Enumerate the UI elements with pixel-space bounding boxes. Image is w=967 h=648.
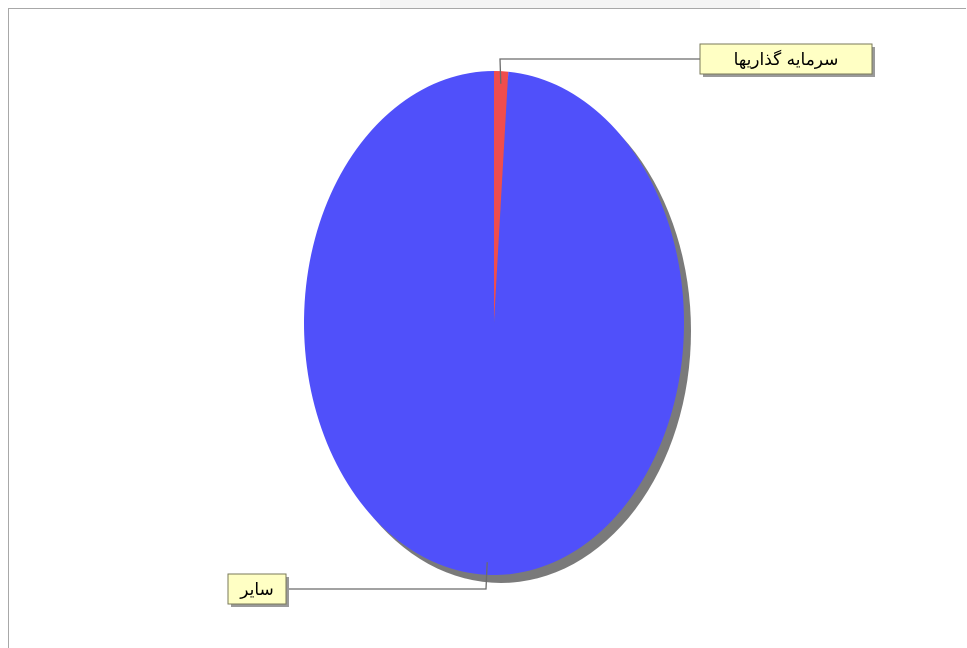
- pie-slice-1: [304, 71, 684, 575]
- chart-header-strip: [380, 0, 760, 8]
- pie-labels: سرمایه گذاریها سایر: [227, 43, 875, 607]
- data-label-text-1: سایر: [239, 580, 274, 600]
- pie-slices: [304, 71, 684, 575]
- data-label-box-1: [227, 573, 287, 605]
- pie-chart: سرمایه گذاریها سایر: [227, 43, 875, 607]
- label-leader-line-0: [499, 58, 700, 84]
- data-label-box-0: [699, 43, 873, 75]
- pie-slice-0: [494, 71, 509, 323]
- label-leader-line-1: [286, 562, 488, 590]
- data-label-text-0: سرمایه گذاریها: [734, 49, 839, 70]
